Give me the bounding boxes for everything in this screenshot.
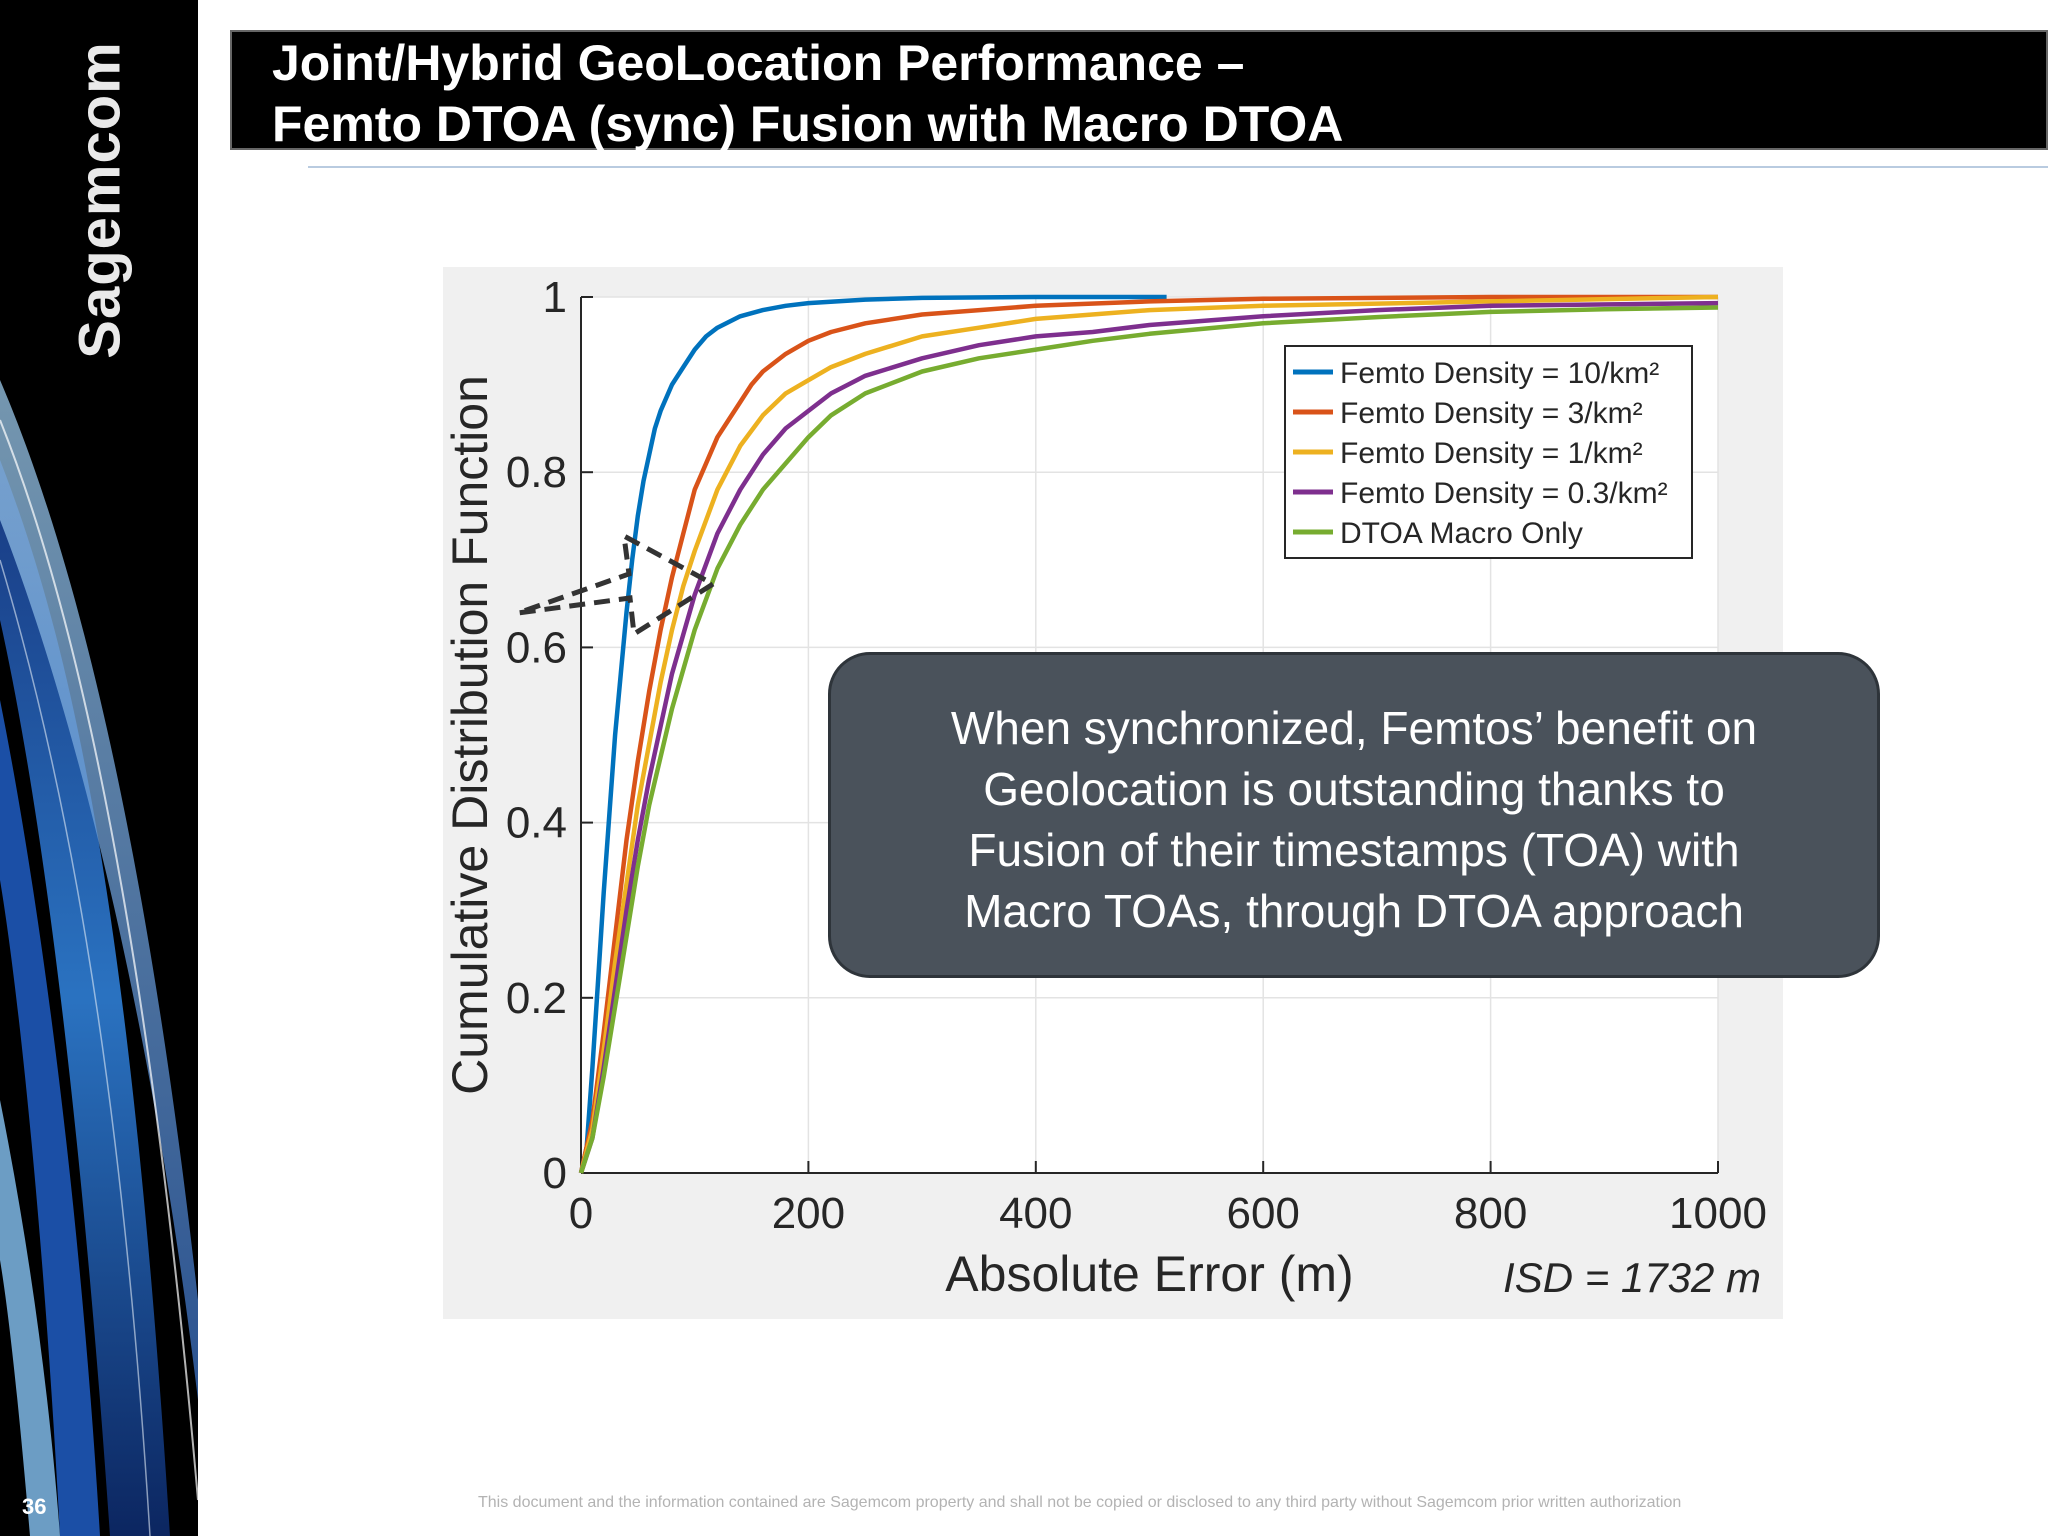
x-tick-label: 400	[999, 1189, 1072, 1238]
x-tick-label: 200	[772, 1189, 845, 1238]
slide-title-line-1: Joint/Hybrid GeoLocation Performance –	[272, 35, 1245, 91]
isd-annotation: ISD = 1732 m	[1503, 1254, 1761, 1301]
series-line-5	[578, 305, 1719, 1174]
x-tick-label: 600	[1226, 1189, 1299, 1238]
y-tick-label: 0.6	[506, 623, 567, 672]
callout-line: Fusion of their timestamps (TOA) with	[968, 824, 1740, 876]
y-tick-label: 0	[543, 1149, 567, 1198]
y-axis-label: Cumulative Distribution Function	[443, 375, 498, 1095]
x-tick-label: 0	[569, 1189, 593, 1238]
slide-title-line-2: Femto DTOA (sync) Fusion with Macro DTOA	[272, 96, 1344, 152]
callout-line: Macro TOAs, through DTOA approach	[964, 885, 1744, 937]
series-line-1	[578, 294, 1167, 1174]
x-tick-label: 1000	[1669, 1189, 1767, 1238]
callout-line: Geolocation is outstanding thanks to	[983, 763, 1725, 815]
slide-title-bar: Joint/Hybrid GeoLocation Performance – F…	[230, 30, 2048, 152]
sagemcom-logo: Sagemcom	[67, 41, 133, 359]
legend-label-1: Femto Density = 10/km²	[1340, 357, 1659, 390]
legend-label-3: Femto Density = 1/km²	[1340, 437, 1643, 470]
series-line-2	[578, 294, 1718, 1174]
series-line-4	[578, 300, 1719, 1174]
legend-label-5: DTOA Macro Only	[1340, 517, 1583, 550]
page-number: 36	[22, 1494, 47, 1519]
sidebar-swoosh-graphic	[0, 380, 198, 1536]
callout-line: When synchronized, Femtos’ benefit on	[950, 702, 1758, 754]
y-tick-label: 0.8	[506, 448, 567, 497]
callout-box: When synchronized, Femtos’ benefit on Ge…	[828, 652, 1880, 978]
title-underline	[308, 166, 2048, 168]
footer-disclaimer: This document and the information contai…	[478, 1494, 1682, 1511]
y-tick-label: 0.2	[506, 974, 567, 1023]
sidebar: Sagemcom 36	[0, 0, 198, 1536]
x-axis-label: Absolute Error (m)	[945, 1246, 1353, 1302]
legend-box	[1284, 345, 1693, 559]
x-tick-label: 800	[1454, 1189, 1527, 1238]
legend-label-2: Femto Density = 3/km²	[1340, 397, 1643, 430]
y-tick-label: 0.4	[506, 799, 567, 848]
series-line-3	[578, 294, 1719, 1174]
legend-label-4: Femto Density = 0.3/km²	[1340, 477, 1668, 510]
y-tick-label: 1	[543, 273, 567, 322]
